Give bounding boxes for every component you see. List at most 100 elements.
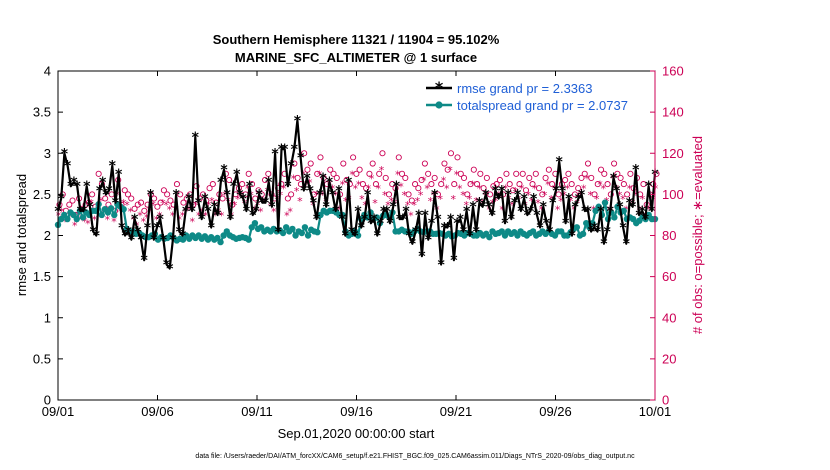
obs-evaluated-point: *	[196, 209, 202, 222]
rmse-point: *	[504, 187, 512, 203]
rmse-point: *	[358, 220, 366, 236]
obs-evaluated-point: *	[343, 195, 349, 208]
rmse-point: *	[310, 196, 318, 212]
x-tick-label: 09/01	[42, 404, 75, 419]
obs-evaluated-point: *	[594, 193, 600, 206]
obs-possible-point	[438, 181, 445, 188]
obs-evaluated-point: *	[428, 195, 434, 208]
obs-evaluated-point: *	[157, 209, 163, 222]
rmse-point: *	[163, 257, 171, 273]
left-y-tick-label: 4	[44, 64, 51, 79]
obs-evaluated-point: *	[402, 189, 408, 202]
obs-possible-point	[627, 170, 634, 177]
obs-possible-point	[141, 207, 148, 214]
rmse-point: *	[287, 159, 295, 175]
obs-evaluated-point: *	[219, 209, 225, 222]
obs-possible-point	[69, 197, 76, 204]
obs-possible-point	[611, 160, 618, 167]
obs-possible-point	[545, 166, 552, 173]
obs-evaluated-point: *	[617, 189, 623, 202]
obs-evaluated-point: *	[349, 168, 355, 181]
obs-possible-point	[588, 174, 595, 181]
rmse-point: *	[265, 175, 273, 191]
obs-possible-point	[157, 199, 164, 206]
legend-spread-label: totalspread grand pr = 2.0737	[457, 98, 628, 113]
right-y-tick-label: 40	[662, 310, 676, 325]
obs-possible-point	[330, 170, 337, 177]
x-tick-label: 09/26	[539, 404, 572, 419]
obs-possible-point	[624, 191, 631, 198]
rmse-point: *	[214, 208, 222, 224]
rmse-point: *	[364, 187, 372, 203]
totalspread-point	[301, 224, 309, 231]
totalspread-point	[120, 205, 127, 213]
rmse-point: *	[278, 142, 286, 158]
rmse-point: *	[259, 196, 267, 212]
obs-possible-point	[617, 174, 624, 181]
rmse-point: *	[489, 208, 497, 224]
rmse-point: *	[338, 212, 346, 228]
rmse-point: *	[603, 224, 611, 240]
obs-possible-point	[487, 191, 494, 198]
obs-evaluated-point: *	[499, 203, 505, 216]
obs-evaluated-point: *	[548, 193, 554, 206]
rmse-point: *	[99, 175, 107, 191]
rmse-point: *	[166, 261, 174, 277]
obs-evaluated-point: *	[307, 177, 313, 190]
obs-evaluated-point: *	[62, 216, 68, 229]
obs-possible-point	[418, 176, 425, 184]
rmse-point: *	[425, 233, 433, 249]
rmse-point: *	[316, 187, 324, 203]
totalspread-point	[611, 214, 618, 221]
rmse-point: *	[517, 204, 525, 220]
rmse-point: *	[437, 257, 445, 273]
obs-possible-point	[474, 181, 481, 188]
obs-possible-point	[134, 201, 141, 208]
obs-evaluated-point: *	[653, 183, 659, 196]
rmse-point: *	[137, 233, 145, 249]
obs-evaluated-point: *	[88, 197, 94, 210]
x-tick-label: 10/01	[639, 404, 672, 419]
obs-possible-point	[363, 185, 370, 192]
rmse-point: *	[121, 229, 129, 245]
rmse-point: *	[629, 200, 637, 216]
obs-evaluated-point: *	[144, 211, 150, 224]
rmse-point: *	[307, 183, 315, 199]
rmse-point: *	[179, 229, 187, 245]
rmse-point: *	[303, 171, 311, 187]
rmse-point: *	[479, 200, 487, 216]
obs-possible-point	[536, 185, 543, 192]
obs-evaluated-point: *	[366, 183, 372, 196]
left-y-tick-label: 2.5	[33, 187, 51, 202]
rmse-point: *	[335, 183, 343, 199]
totalspread-point	[251, 219, 259, 227]
rmse-point: *	[543, 216, 551, 232]
obs-evaluated-point: *	[300, 168, 306, 181]
obs-possible-point	[604, 181, 611, 188]
obs-possible-point	[542, 174, 549, 181]
obs-evaluated-point: *	[59, 205, 65, 218]
rmse-point: *	[236, 187, 244, 203]
right-y-tick-label: 100	[662, 187, 684, 202]
obs-possible-point	[594, 181, 601, 188]
obs-evaluated-point: *	[128, 205, 134, 218]
obs-possible-point	[301, 150, 308, 157]
left-y-tick-label: 0	[44, 393, 51, 408]
obs-evaluated-point: *	[163, 199, 169, 212]
obs-evaluated-point: *	[251, 203, 257, 216]
obs-possible-point	[568, 181, 575, 188]
obs-possible-point	[575, 185, 582, 192]
obs-evaluated-point: *	[418, 189, 424, 202]
obs-possible-point	[441, 160, 448, 167]
rmse-point: *	[613, 183, 621, 199]
obs-evaluated-point: *	[398, 181, 404, 194]
obs-evaluated-point: *	[503, 183, 509, 196]
obs-possible-point	[167, 197, 174, 204]
obs-evaluated-point: *	[160, 197, 166, 210]
rmse-point: *	[508, 212, 516, 228]
obs-evaluated-point: *	[646, 203, 652, 216]
rmse-point: *	[626, 196, 634, 212]
rmse-point: *	[546, 224, 554, 240]
obs-possible-point	[516, 181, 523, 188]
rmse-point: *	[457, 212, 465, 228]
